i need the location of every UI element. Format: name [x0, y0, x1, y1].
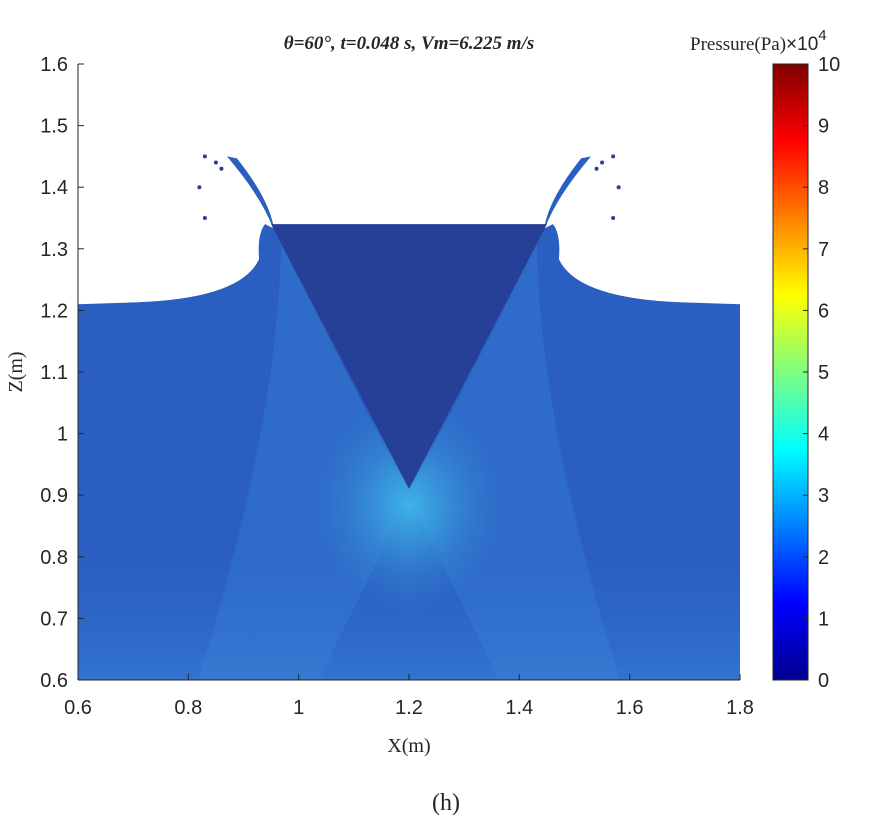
spray-droplet	[219, 166, 224, 171]
axes: 0.6 0.8 1 1.2 1.4 1.6 1.8 0.6 0.7 0.8 0.9 1 1.1 1.2 1…	[40, 54, 754, 719]
x-axis-label: X(m)	[387, 735, 430, 757]
x-tick-label: 1.2	[395, 697, 423, 719]
x-tick-label: 1.6	[616, 697, 644, 719]
colorbar-tick-label: 10	[818, 54, 840, 76]
spray-droplet	[202, 154, 207, 159]
x-tick-label: 1.8	[726, 697, 754, 719]
colorbar-tick-label: 4	[818, 424, 829, 446]
y-tick-label: 0.7	[40, 608, 68, 630]
colorbar-tick-label: 7	[818, 239, 829, 261]
wedge-body	[271, 224, 547, 490]
y-tick-label: 1.1	[40, 362, 68, 384]
colorbar-tick-label: 0	[818, 670, 829, 692]
colorbar-tick-label: 3	[818, 485, 829, 507]
pressure-peak	[314, 395, 504, 616]
spray-droplet	[202, 216, 207, 220]
y-tick-label: 0.6	[40, 670, 68, 692]
spray-droplet	[600, 160, 605, 165]
colorbar-gradient	[772, 63, 809, 681]
y-axis-label: Z(m)	[5, 351, 27, 392]
y-tick-label: 1.6	[40, 54, 68, 76]
colorbar-label-text: Pressure(Pa)	[690, 34, 786, 55]
chart-title: θ=60°, t=0.048 s, Vm=6.225 m/s	[284, 33, 535, 54]
colorbar-tick-label: 1	[818, 608, 829, 630]
spray-droplet	[616, 185, 621, 190]
colorbar-label: Pressure(Pa)×104	[690, 27, 827, 55]
y-tick-label: 1.3	[40, 239, 68, 261]
spray-droplet	[611, 154, 616, 159]
x-tick-label: 0.6	[64, 697, 92, 719]
colorbar-ticks: 0 1 2 3 4 5 6 7 8 9 10	[803, 54, 840, 692]
y-tick-label: 1.5	[40, 116, 68, 138]
colorbar-multiplier-exp: 4	[818, 27, 826, 44]
colorbar-multiplier-base: 10	[797, 34, 818, 55]
y-tick-label: 0.9	[40, 485, 68, 507]
y-ticks: 0.6 0.7 0.8 0.9 1 1.1 1.2 1.3 1.4 1.5 1.6	[40, 54, 84, 692]
spray-droplet	[213, 160, 218, 165]
y-tick-label: 0.8	[40, 547, 68, 569]
y-tick-label: 1	[57, 424, 68, 446]
spray-droplet	[611, 216, 616, 220]
x-tick-label: 1.4	[505, 697, 533, 719]
x-tick-label: 0.8	[174, 697, 202, 719]
colorbar-tick-label: 9	[818, 116, 829, 138]
x-ticks: 0.6 0.8 1 1.2 1.4 1.6 1.8	[64, 674, 754, 719]
figure-caption: (h)	[432, 790, 460, 816]
spray-droplet	[197, 185, 202, 190]
pressure-field	[78, 154, 740, 680]
colorbar-multiplier-times: ×	[786, 34, 797, 55]
x-tick-label: 1	[293, 697, 304, 719]
y-tick-label: 1.2	[40, 300, 68, 322]
spray-droplets	[197, 154, 621, 220]
spray-droplet	[594, 166, 599, 171]
colorbar-tick-label: 6	[818, 300, 829, 322]
colorbar-tick-label: 5	[818, 362, 829, 384]
colorbar-tick-label: 8	[818, 177, 829, 199]
colorbar-tick-label: 2	[818, 547, 829, 569]
y-tick-label: 1.4	[40, 177, 68, 199]
